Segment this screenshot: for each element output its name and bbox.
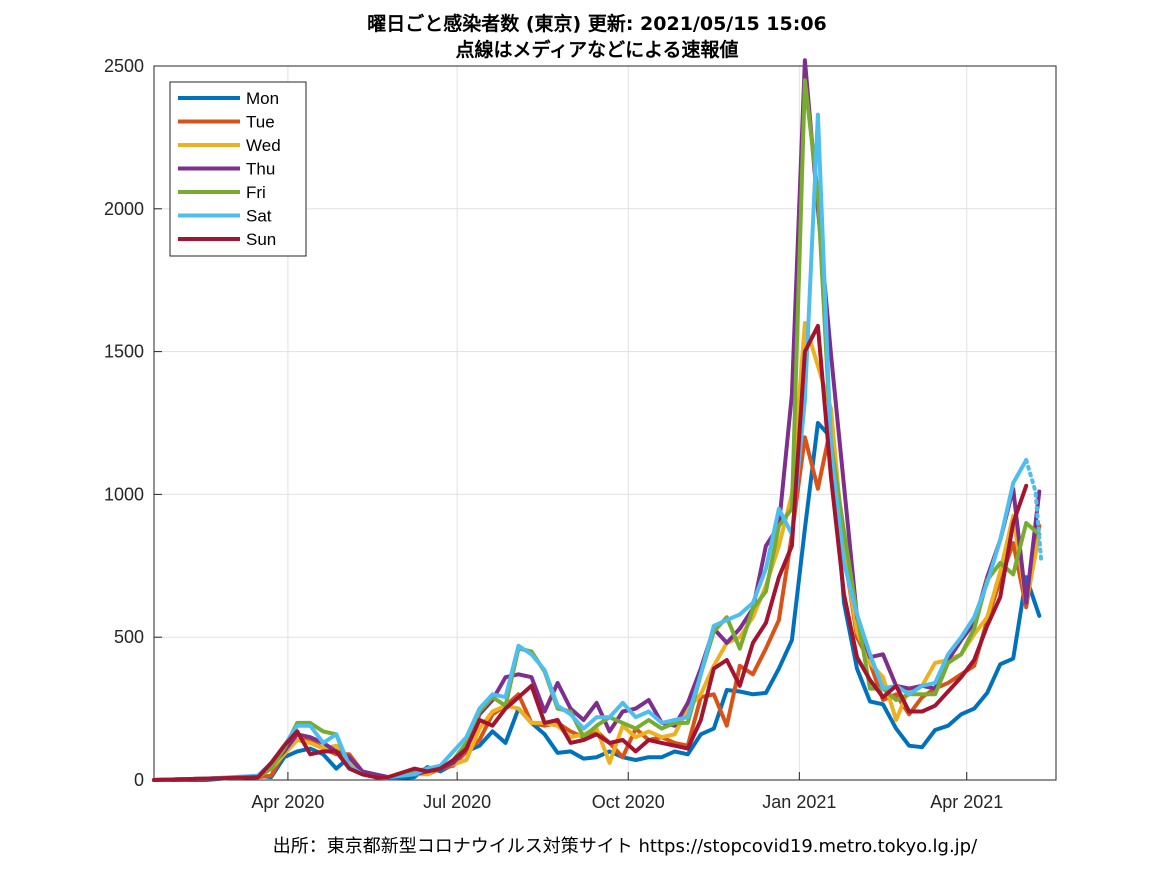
legend-label-fri: Fri <box>246 183 266 202</box>
x-tick-label: Oct 2020 <box>592 792 665 812</box>
legend-label-sat: Sat <box>246 207 272 226</box>
series-line-sun <box>152 323 1029 782</box>
chart-subtitle: 点線はメディアなどによる速報値 <box>455 38 738 61</box>
y-axis: 0 500 1000 1500 2000 2500 <box>104 56 162 790</box>
source-note: 出所：東京都新型コロナウイルス対策サイト https://stopcovid19… <box>273 836 978 857</box>
series-dotted-sat <box>1024 458 1044 562</box>
y-tick-label: 500 <box>114 627 144 647</box>
x-tick-label: Jul 2020 <box>423 792 491 812</box>
legend-label-sun: Sun <box>246 230 276 249</box>
x-tick-label: Apr 2020 <box>251 792 324 812</box>
legend-label-thu: Thu <box>246 160 275 179</box>
x-axis: Apr 2020 Jul 2020 Oct 2020 Jan 2021 Apr 2021 <box>251 772 1003 812</box>
y-tick-label: 2500 <box>104 56 144 76</box>
legend-label-tue: Tue <box>246 113 275 132</box>
x-tick-label: Apr 2021 <box>930 792 1003 812</box>
plot-box <box>153 65 1057 781</box>
chart-title: 曜日ごと感染者数 (東京) 更新: 2021/05/15 15:06 <box>367 12 827 35</box>
y-tick-label: 1500 <box>104 342 144 362</box>
series-line-thu <box>152 58 1042 782</box>
legend: Mon Tue Wed Thu Fri Sat Sun <box>169 81 307 257</box>
y-tick-label: 0 <box>134 770 144 790</box>
legend-label-wed: Wed <box>246 136 281 155</box>
plot-area <box>152 58 1044 782</box>
y-tick-label: 1000 <box>104 484 144 504</box>
y-tick-label: 2000 <box>104 199 144 219</box>
legend-label-mon: Mon <box>246 89 279 108</box>
x-tick-label: Jan 2021 <box>762 792 836 812</box>
